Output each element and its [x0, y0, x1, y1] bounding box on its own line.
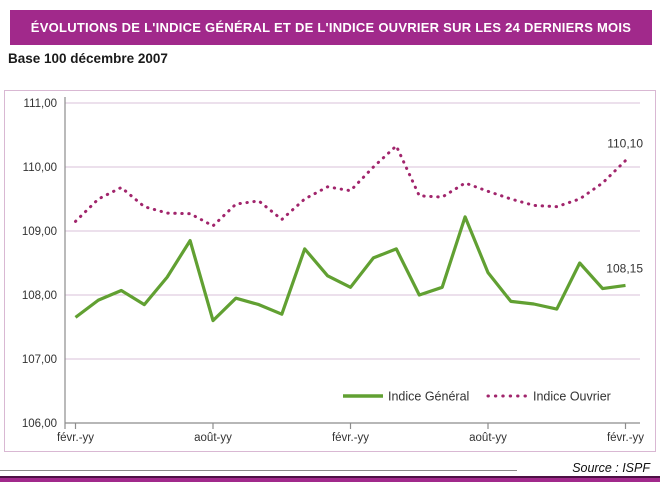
x-tick-label: févr.-yy [332, 432, 369, 444]
x-tick-label: août-yy [194, 432, 232, 444]
value-label-indice-general: 108,15 [606, 261, 643, 275]
bottom-accent-bar [0, 476, 660, 482]
legend-label-indice-general: Indice Général [388, 390, 469, 404]
chart-title-banner: ÉVOLUTIONS DE L'INDICE GÉNÉRAL ET DE L'I… [10, 10, 652, 45]
base-subtitle: Base 100 décembre 2007 [8, 51, 168, 66]
bottom-accent-bar-fill [0, 477, 660, 482]
chart-container: 111,00 110,00 109,00 108,00 107,00 106,00 févr… [4, 90, 656, 452]
bottom-accent-bar-edge [0, 476, 660, 478]
y-tick-label: 109,00 [22, 226, 57, 238]
source-divider-line [0, 470, 517, 471]
legend-label-indice-ouvrier: Indice Ouvrier [533, 390, 611, 404]
x-tick-label: févr.-yy [607, 432, 644, 444]
indice-general-line [74, 215, 626, 323]
x-tick-label: févr.-yy [57, 432, 94, 444]
source-label: Source : ISPF [572, 461, 650, 475]
chart-title: ÉVOLUTIONS DE L'INDICE GÉNÉRAL ET DE L'I… [30, 20, 632, 35]
y-tick-label: 108,00 [22, 290, 57, 302]
y-tick-label: 111,00 [24, 98, 57, 110]
y-tick-label: 110,00 [23, 162, 57, 174]
y-tick-label: 106,00 [22, 418, 57, 430]
y-tick-label: 107,00 [22, 354, 57, 366]
value-label-indice-ouvrier: 110,10 [607, 137, 643, 151]
indice-ouvrier-line [74, 144, 627, 228]
line-chart: 111,00110,00109,00108,00107,00106,00févr… [22, 97, 644, 444]
x-tick-label: août-yy [469, 432, 507, 444]
